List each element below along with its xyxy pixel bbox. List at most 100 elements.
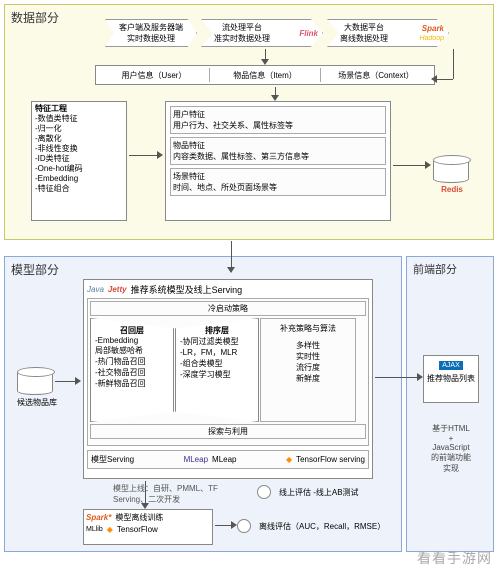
serving-panel: Java Jetty 推荐系统模型及线上Serving 冷启动策略 召回层 -E… [83, 279, 373, 479]
pipeline-arrow-0-l1: 客户端及服务器端 [110, 22, 192, 33]
arr-offline-to-eval-h [231, 521, 237, 529]
arr-fg-to-redis-h [425, 161, 431, 169]
tf-serving-icon: ◆ [286, 455, 292, 464]
explore-exploit: 探索与利用 [90, 424, 366, 439]
jetty-logo: Jetty [108, 285, 127, 294]
online-eval-circle [257, 485, 271, 499]
arr-serving-down [145, 481, 146, 505]
rc-4: -新鲜物品召回 [95, 378, 169, 389]
fg-user-desc: 用户行为、社交关系、属性标签等 [173, 120, 383, 131]
arr-model-to-front [375, 377, 419, 378]
model-section: 模型部分 候选物品库 Java Jetty 推荐系统模型及线上Serving 冷… [4, 256, 402, 552]
arr-fe-to-fg-h [157, 151, 163, 159]
rk-1: -LR，FM，MLR [180, 347, 254, 358]
fg-user-title: 用户特征 [173, 109, 383, 120]
sp-3: 新鲜度 [265, 373, 351, 384]
mleap-label: MLeap [212, 455, 236, 464]
pipeline-arrow-2: 大数据平台 离线数据处理 Spark Hadoop [327, 19, 449, 47]
fe-i7: -特征组合 [35, 184, 123, 194]
rank-layer: 排序层 -协同过滤类模型 -LR，FM，MLR -组合类模型 -深度学习模型 [175, 318, 259, 422]
redis-db-icon: Redis [433, 155, 471, 194]
sp-0: 多样性 [265, 340, 351, 351]
mleap-logo: MLeap [184, 455, 208, 464]
rc-1: 局部敏感哈希 [95, 345, 169, 356]
front-section: 前端部分 AJAX 推荐物品列表 基于HTML + JavaScript 的前端… [406, 256, 494, 552]
arr-model-to-front-h [417, 373, 423, 381]
feature-eng-title: 特征工程 [35, 104, 123, 114]
feature-groups-box: 用户特征 用户行为、社交关系、属性标签等 物品特征 内容类数据、属性标签、第三方… [165, 101, 391, 221]
watermark: 看看手游网 [417, 548, 492, 568]
data-section: 数据部分 客户端及服务器端 实时数据处理 流处理平台 准实时数据处理 Flink… [4, 4, 494, 240]
fg-scene: 场景特征 时间、地点、所处页面场景等 [170, 168, 386, 196]
sp-1: 实时性 [265, 351, 351, 362]
model-section-title: 模型部分 [11, 261, 59, 278]
fg-item: 物品特征 内容类数据、属性标签、第三方信息等 [170, 137, 386, 165]
fg-scene-title: 场景特征 [173, 171, 383, 182]
fg-item-title: 物品特征 [173, 140, 383, 151]
rank-title: 排序层 [180, 325, 254, 336]
cold-start: 冷启动策略 [90, 301, 366, 316]
rk-3: -深度学习模型 [180, 369, 254, 380]
info-item: 物品信息（Item） [210, 68, 321, 82]
recall-layer: 召回层 -Embedding 局部敏感哈希 -热门物品召回 -社交物品召回 -新… [90, 318, 174, 422]
pipeline-arrow-1-l1: 流处理平台 [214, 22, 270, 33]
pipeline-arrow-2-l2: 离线数据处理 [340, 33, 388, 44]
rc-0: -Embedding [95, 336, 169, 345]
arr-loop-h2 [431, 75, 437, 83]
model-serving-row: 模型Serving MLeap MLeap ◆ TensorFlow servi… [87, 450, 369, 469]
online-eval-label: 线上评估 -线上AB测试 [279, 487, 359, 498]
fe-i1: -归一化 [35, 124, 123, 134]
model-serving-label: 模型Serving [91, 454, 134, 465]
tf-icon-2: ◆ [107, 525, 113, 534]
java-logo: Java [87, 285, 104, 294]
fg-scene-desc: 时间、地点、所处页面场景等 [173, 182, 383, 193]
mllib-label: MLlib [86, 526, 103, 533]
fe-i2: -离散化 [35, 134, 123, 144]
fe-i3: -非线性变换 [35, 144, 123, 154]
serving-panel-title: 推荐系统模型及线上Serving [131, 283, 243, 296]
rc-2: -热门物品召回 [95, 356, 169, 367]
arr-fe-to-fg [129, 155, 159, 156]
tf-serving-label: TensorFlow serving [296, 455, 365, 464]
arr-serving-down-h [141, 503, 149, 509]
rec-list-box: AJAX 推荐物品列表 [423, 355, 479, 403]
tf-label-2: TensorFlow [117, 525, 158, 534]
pipeline-arrow-1: 流处理平台 准实时数据处理 Flink [201, 19, 323, 47]
hadoop-logo: Hadoop [419, 35, 444, 42]
fg-user: 用户特征 用户行为、社交关系、属性标签等 [170, 106, 386, 134]
supp-title: 补充策略与算法 [265, 323, 351, 334]
arr-loop-v [453, 49, 454, 79]
rec-list-label: 推荐物品列表 [427, 373, 475, 384]
serving-core: 冷启动策略 召回层 -Embedding 局部敏感哈希 -热门物品召回 -社交物… [87, 298, 369, 446]
feature-eng-box: 特征工程 -数值类特征 -归一化 -离散化 -非线性变换 -ID类特征 -One… [31, 101, 127, 221]
rk-0: -协同过滤类模型 [180, 336, 254, 347]
pipeline-arrow-1-l2: 准实时数据处理 [214, 33, 270, 44]
pipeline-arrow-0: 客户端及服务器端 实时数据处理 [105, 19, 197, 47]
rc-3: -社交物品召回 [95, 367, 169, 378]
supp-layer: 补充策略与算法 多样性 实时性 流行度 新鲜度 [260, 318, 356, 422]
offline-eval-circle [237, 519, 251, 533]
front-section-title: 前端部分 [413, 261, 457, 277]
info-context: 场景信息（Context） [321, 68, 431, 82]
arr-data-to-model [231, 241, 232, 269]
info-user: 用户信息（User） [99, 68, 210, 82]
upload-note: 模型上线：自研、PMML、TF Serving、二次开发 [113, 483, 233, 505]
candidate-db-label: 候选物品库 [17, 397, 57, 408]
fe-i4: -ID类特征 [35, 154, 123, 164]
data-section-title: 数据部分 [11, 9, 59, 26]
arr-data-to-model-h [227, 267, 235, 273]
arr-loop-h [437, 79, 453, 80]
ajax-logo: AJAX [439, 361, 463, 370]
arr-fg-to-redis [393, 165, 427, 166]
arr-info-to-featurebox-h [271, 95, 279, 101]
fe-i5: -One-hot编码 [35, 164, 123, 174]
arr-cand-to-serving [55, 381, 77, 382]
arr-cand-to-serving-h [75, 377, 81, 385]
redis-label: Redis [433, 185, 471, 194]
offline-train-title: 模型离线训练 [115, 512, 163, 523]
sp-2: 流行度 [265, 362, 351, 373]
info-row: 用户信息（User） 物品信息（Item） 场景信息（Context） [95, 65, 435, 85]
pipeline-arrow-0-l2: 实时数据处理 [110, 33, 192, 44]
recall-title: 召回层 [95, 325, 169, 336]
fe-i0: -数值类特征 [35, 114, 123, 124]
